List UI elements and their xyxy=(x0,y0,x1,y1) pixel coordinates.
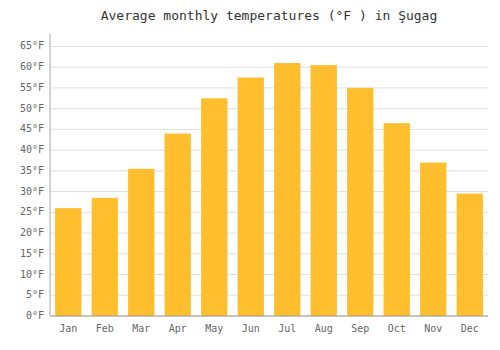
bar xyxy=(165,134,191,316)
page: {"chart_data": {"type": "bar", "title": … xyxy=(0,0,500,350)
bar xyxy=(420,163,446,316)
y-axis-line xyxy=(50,34,51,316)
x-tick-label: Jun xyxy=(242,323,260,334)
bar xyxy=(457,194,483,316)
bar xyxy=(238,78,264,316)
y-tick-label: 5°F xyxy=(26,289,44,300)
x-tick-label: Mar xyxy=(132,323,150,334)
y-tick-label: 10°F xyxy=(20,269,44,280)
grid-line xyxy=(50,87,488,88)
y-tick-label: 55°F xyxy=(20,82,44,93)
x-tick-label: Dec xyxy=(461,323,479,334)
y-tick-label: 65°F xyxy=(20,40,44,51)
y-tick-label: 15°F xyxy=(20,248,44,259)
bar xyxy=(92,198,118,316)
grid-line xyxy=(50,67,488,68)
x-tick-label: Apr xyxy=(169,323,187,334)
grid-line xyxy=(50,46,488,47)
y-tick-label: 0°F xyxy=(26,310,44,321)
bar xyxy=(201,98,227,316)
x-tick-label: May xyxy=(205,323,223,334)
x-axis: Jan Feb Mar Apr May Jun Jul Aug Sep Oct Nov Dec xyxy=(59,323,479,334)
bar xyxy=(274,63,300,316)
grid-line xyxy=(50,129,488,130)
y-tick-label: 25°F xyxy=(20,206,44,217)
x-tick-label: Aug xyxy=(315,323,333,334)
x-tick-label: Jan xyxy=(59,323,77,334)
y-axis: 0°F 5°F 10°F 15°F 20°F 25°F 30°F 35°F 40°F 45°F 50… xyxy=(20,40,488,321)
y-tick-label: 50°F xyxy=(20,103,44,114)
y-tick-label: 60°F xyxy=(20,61,44,72)
bar xyxy=(128,169,154,316)
y-tick-label: 30°F xyxy=(20,186,44,197)
x-tick-label: Nov xyxy=(424,323,442,334)
bar xyxy=(55,208,81,316)
y-tick-label: 35°F xyxy=(20,165,44,176)
chart: Average monthly temperatures (°F ) in Şu… xyxy=(0,0,500,350)
y-tick-label: 40°F xyxy=(20,144,44,155)
grid-line xyxy=(50,150,488,151)
title: Average monthly temperatures (°F ) in Şu… xyxy=(101,8,438,23)
x-tick-label: Feb xyxy=(96,323,114,334)
x-tick-label: Jul xyxy=(278,323,296,334)
x-tick-label: Oct xyxy=(388,323,406,334)
grid-line xyxy=(50,108,488,109)
bar xyxy=(347,88,373,316)
grid-line xyxy=(50,316,488,317)
x-axis-line xyxy=(50,316,488,317)
bar xyxy=(384,123,410,316)
y-tick-label: 20°F xyxy=(20,227,44,238)
bar xyxy=(311,65,337,316)
x-tick-label: Sep xyxy=(351,323,369,334)
bars xyxy=(55,63,483,316)
y-tick-label: 45°F xyxy=(20,123,44,134)
